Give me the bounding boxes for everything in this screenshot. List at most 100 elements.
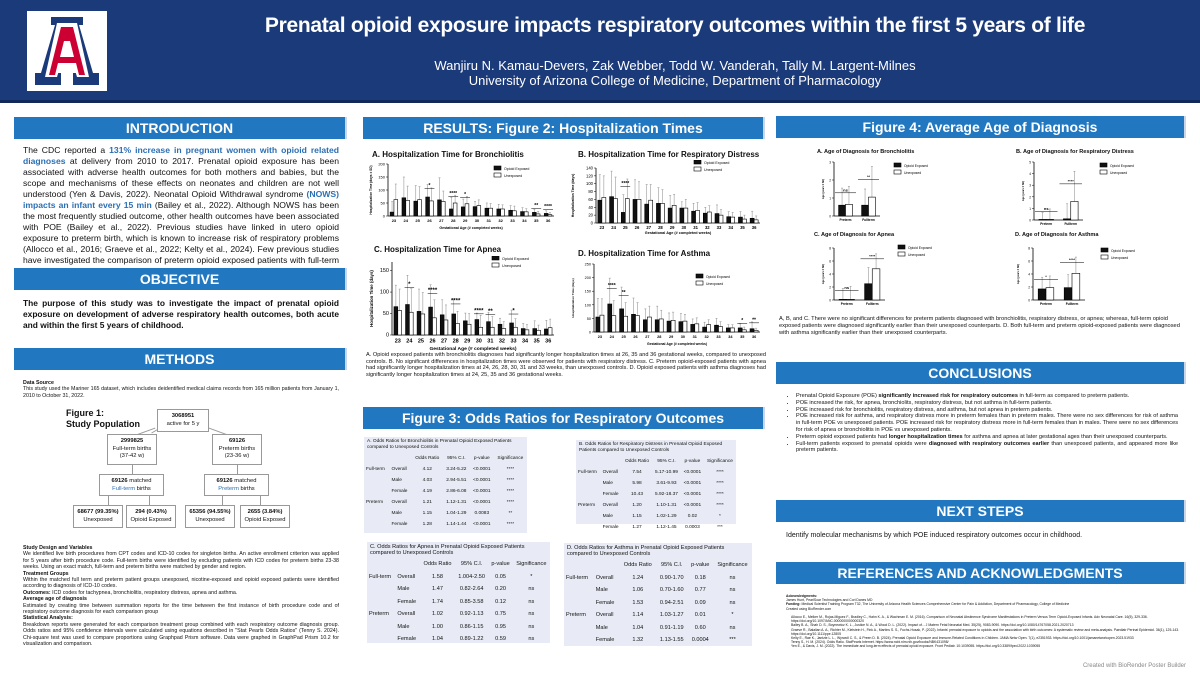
- bar-unexposed: [718, 214, 724, 224]
- y-tick-label: 40: [588, 205, 593, 210]
- y-axis-label: Hospitalization Time (days): [571, 174, 575, 217]
- table-row: Preterm Overall 1.02 0.92-1.13 0.75 ns: [367, 608, 550, 621]
- x-tick-label: 25: [622, 335, 626, 339]
- bar-unexposed: [501, 328, 507, 336]
- bar-opioid-exposed: [437, 199, 442, 217]
- significance-label: ****: [474, 308, 484, 314]
- y-tick-label: 2: [1028, 286, 1030, 290]
- table-cell: [576, 489, 601, 500]
- x-tick-label: 31: [693, 225, 698, 230]
- table-cell: 1.10-1.31: [656, 503, 677, 508]
- bar-unexposed: [464, 203, 470, 217]
- fullterm-matched-count: 69126: [111, 478, 128, 484]
- legend-swatch: [695, 280, 704, 286]
- column-header: p-value: [473, 456, 490, 461]
- bar-unexposed: [513, 326, 518, 336]
- y-tick-label: 1: [1029, 207, 1031, 211]
- table-cell: [367, 583, 395, 596]
- flow-box-fullterm-matched: 69126 matched Full-term births: [99, 474, 164, 496]
- bar-opioid-exposed: [666, 320, 672, 333]
- table-cell: Female: [391, 522, 408, 527]
- author-block: Wanjiru N. Kamau-Devers, Zak Webber, Tod…: [150, 58, 1200, 88]
- bar-opioid-exposed: [484, 207, 490, 217]
- bar-unexposed: [845, 203, 853, 217]
- table-cell: ns: [729, 587, 736, 594]
- bar-unexposed: [536, 329, 541, 336]
- column-header: [367, 558, 395, 571]
- y-tick-label: 8: [1028, 247, 1030, 251]
- section-heading-methods: METHODS: [14, 348, 347, 370]
- section-heading-objective: OBJECTIVE: [14, 268, 347, 290]
- table-cell: 1.04: [632, 624, 644, 631]
- bar-opioid-exposed: [416, 311, 422, 336]
- table-cell: 1.02-1.29: [656, 514, 677, 519]
- acknowledgments: Acknowledgments: James Hunt, PearlSoar T…: [786, 594, 1181, 611]
- table-cell: 1.20: [632, 503, 642, 508]
- table-cell: 0.18: [694, 574, 706, 581]
- table-cell: 1.21: [422, 500, 432, 505]
- significance-label: ns: [1044, 206, 1049, 211]
- y-tick-label: 150: [380, 268, 389, 274]
- bar-opioid-exposed: [451, 313, 456, 336]
- table-cell: Male: [397, 623, 410, 630]
- figure1-label: Figure 1: Study Population: [66, 408, 140, 430]
- bar-opioid-exposed: [643, 319, 648, 333]
- bar-opioid-exposed: [425, 196, 430, 217]
- legend-label: Opioid Exposed: [1110, 164, 1134, 168]
- bar-opioid-exposed: [472, 206, 478, 217]
- table-cell: [564, 622, 594, 635]
- bar-opioid-exposed: [520, 328, 526, 336]
- table-cell: 1.53: [632, 599, 644, 606]
- x-tick-label: 23: [395, 339, 401, 345]
- table-cell: Overall: [391, 500, 407, 505]
- legend-label: Opioid Exposed: [908, 246, 932, 250]
- legend-swatch: [897, 244, 906, 250]
- column-header: p-value: [491, 561, 510, 568]
- x-tick-label: 23: [600, 225, 605, 230]
- y-tick-label: 6: [829, 260, 831, 264]
- bar-opioid-exposed: [609, 196, 614, 224]
- significance-label: ****: [451, 298, 461, 304]
- y-tick-label: 50: [587, 317, 591, 321]
- fig2b-chart: 0 20 40 60 80 100 120 140 23 24 25 **** 26 27 28 29 30 31…: [571, 160, 760, 235]
- next-steps-text: Identify molecular mechanisms by which P…: [786, 532, 1083, 539]
- bar-opioid-exposed: [474, 319, 480, 336]
- root-desc: active for 5 y: [166, 420, 200, 427]
- table-cell: 1.32: [632, 637, 644, 644]
- table-cell: 4.03: [422, 478, 432, 483]
- table-cell: <0.0001: [473, 489, 491, 494]
- significance-label: ****: [544, 204, 552, 210]
- table-cell: 2.86-6.08: [446, 489, 467, 494]
- study-design-text: We identified live birth procedures from…: [23, 551, 339, 571]
- flow-box-preterm-exposed: 2655 (3.84%) Opioid Exposed: [240, 505, 290, 528]
- y-tick-label: 0: [829, 215, 831, 219]
- x-tick-label: 34: [728, 335, 733, 339]
- column-header: Significance: [707, 459, 733, 464]
- table-cell: <0.0001: [473, 522, 491, 527]
- table-cell: Overall: [595, 612, 614, 619]
- x-tick-label: 30: [682, 225, 687, 230]
- table-row: Full-term Overall 1.58 1.004-2.50 0.05 *: [367, 571, 550, 584]
- odds-ratio-table: Odds Ratio 95% C.I. p-value Significance Ful…: [367, 558, 550, 646]
- bar-opioid-exposed: [532, 212, 537, 217]
- x-tick-label: 30: [475, 218, 480, 223]
- significance-label: *: [464, 192, 466, 198]
- bar-opioid-exposed: [656, 203, 661, 224]
- column-header: Significance: [516, 561, 547, 568]
- bar-opioid-exposed: [714, 213, 720, 224]
- column-header: p-value: [684, 459, 701, 464]
- table-cell: Male: [397, 586, 410, 593]
- fullterm-desc: Full-term births: [112, 445, 152, 452]
- column-header: Odds Ratio: [625, 459, 649, 464]
- column-header: p-value: [691, 562, 710, 569]
- fig4d-title: D. Age of Diagnosis for Asthma: [1015, 232, 1099, 238]
- x-tick-label: 33: [510, 218, 515, 223]
- funding-text: Medical Scientist Training Program T32, …: [801, 602, 1070, 607]
- table-cell: 0.0083: [474, 511, 490, 516]
- x-tick-label: Preterm: [1040, 222, 1052, 226]
- x-axis-label: Gestational Age (# completed weeks): [647, 342, 707, 346]
- x-tick-label: 32: [498, 218, 503, 223]
- table-cell: Male: [602, 481, 613, 486]
- flow-connector: [260, 496, 261, 505]
- significance-label: ****: [869, 253, 876, 258]
